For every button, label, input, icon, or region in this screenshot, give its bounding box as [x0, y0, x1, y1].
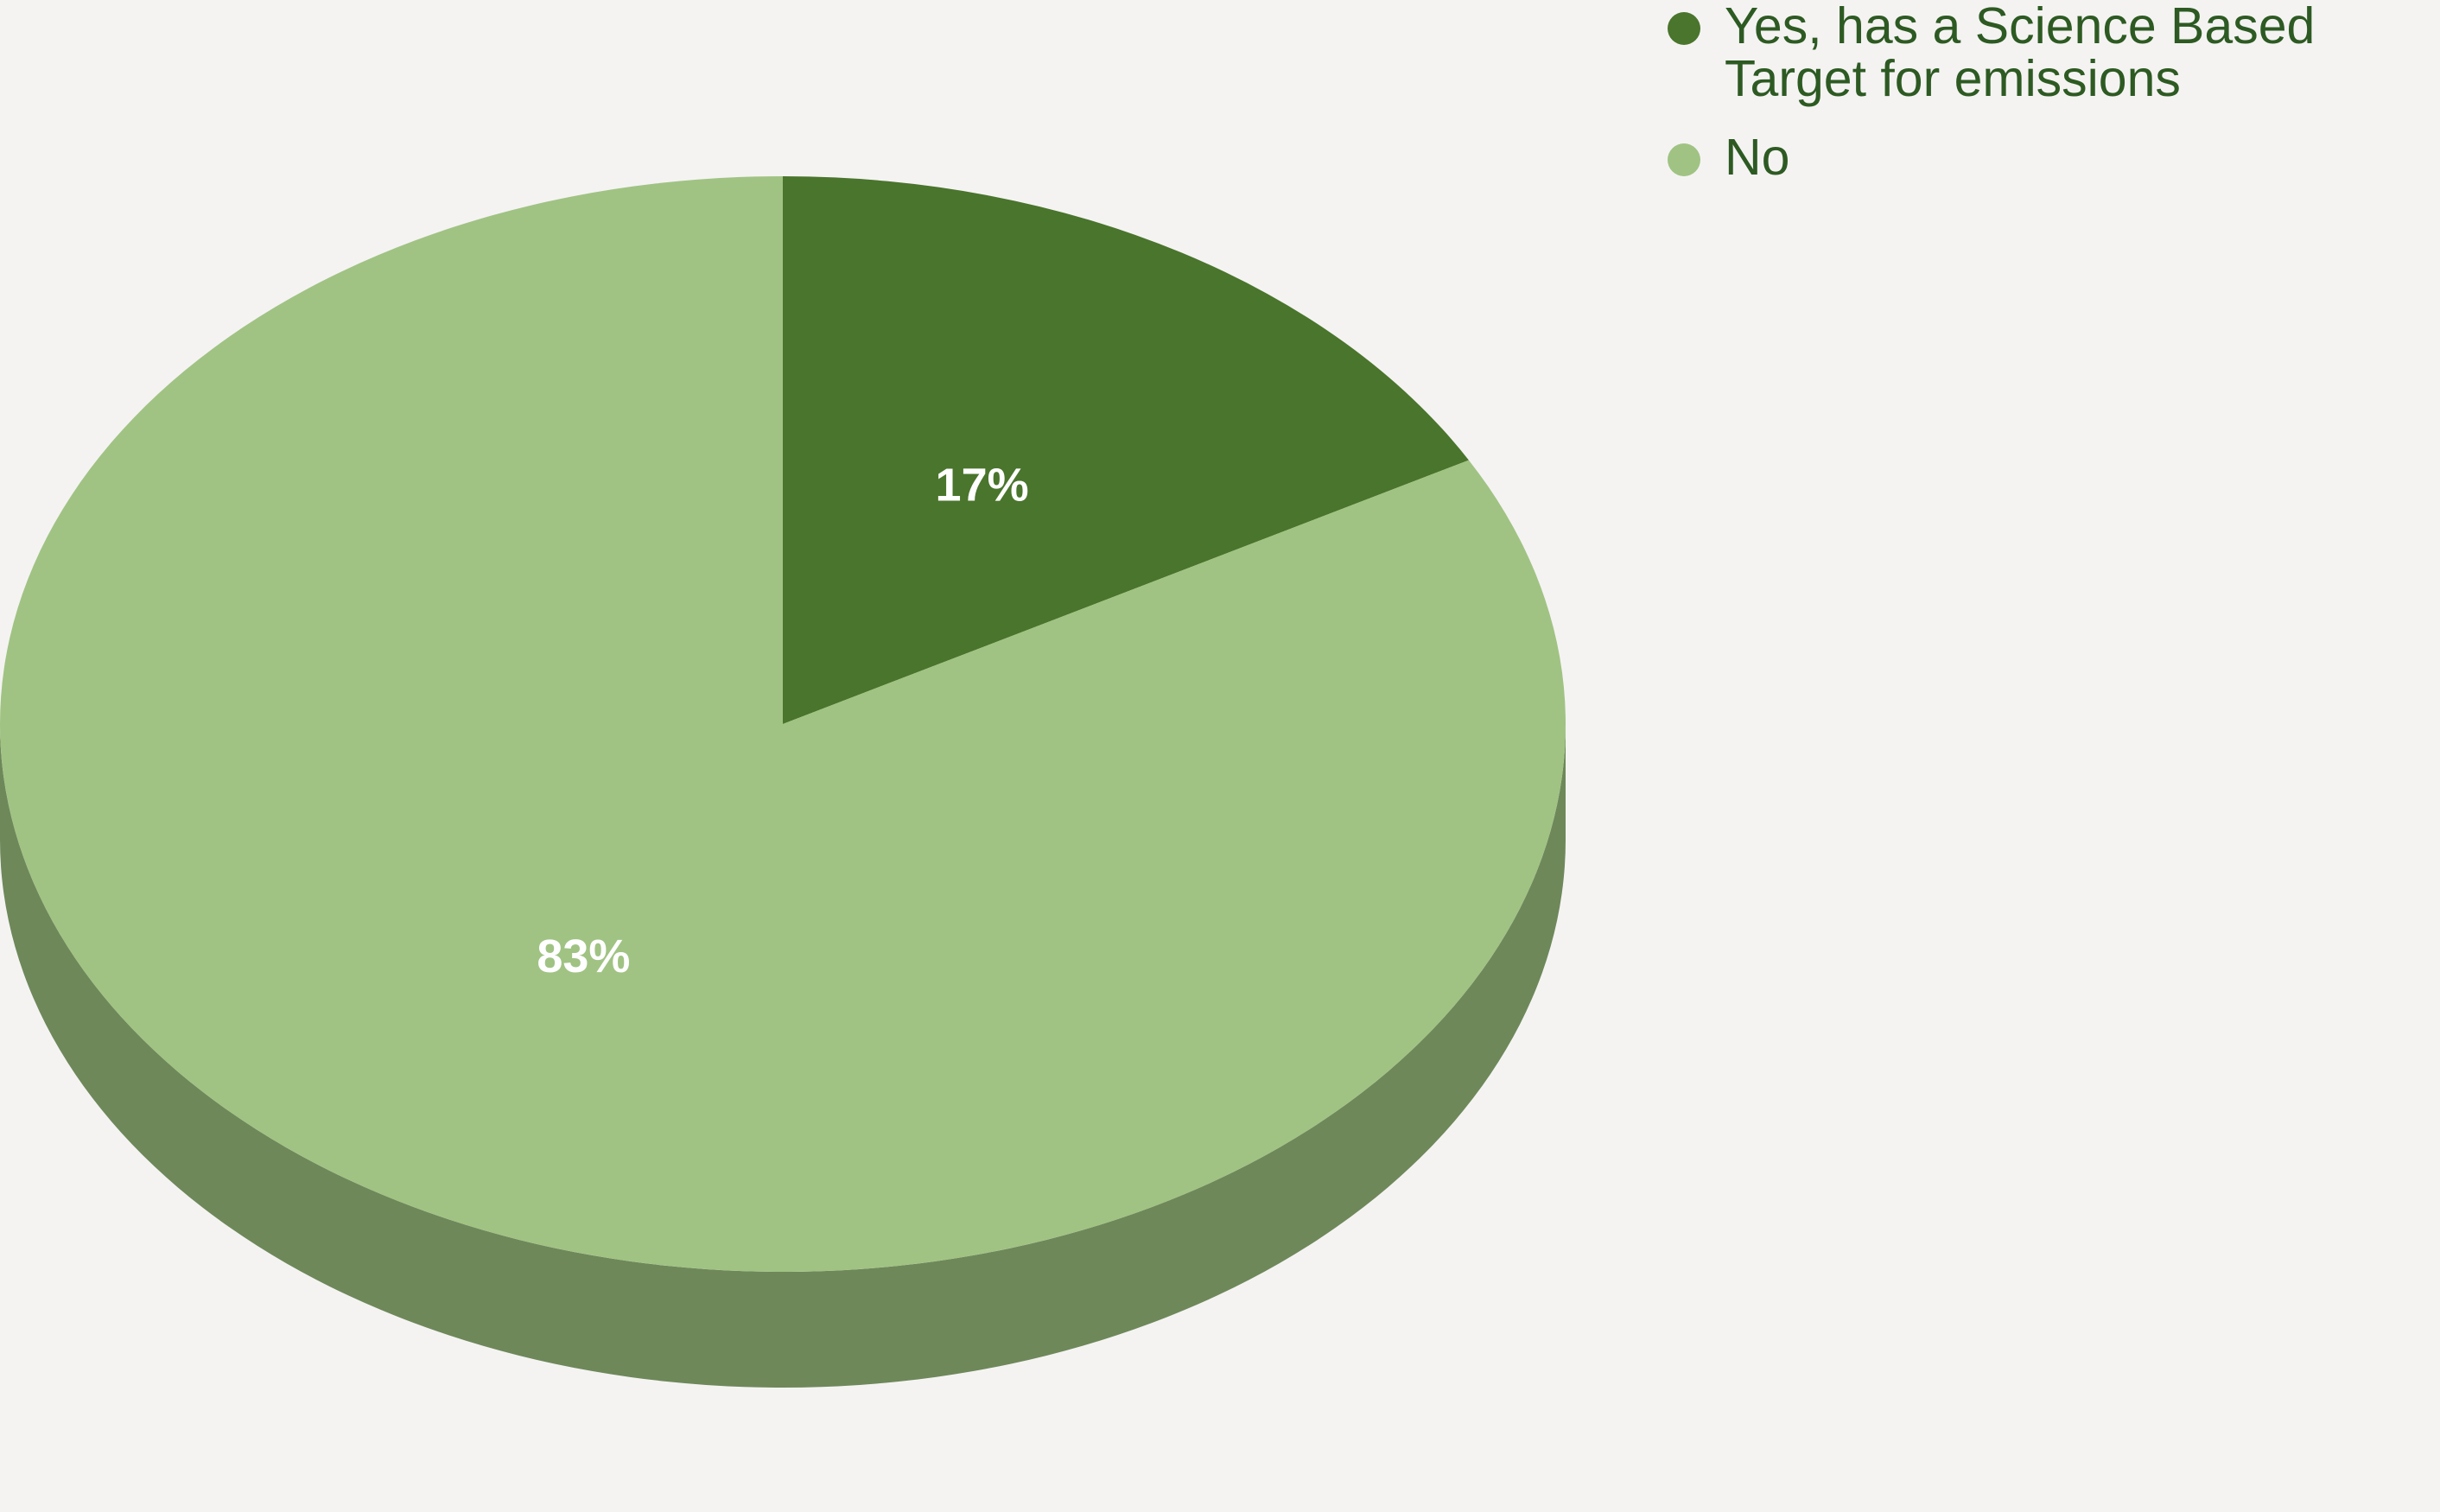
- legend: Yes, has a Science Based Target for emis…: [1668, 0, 2428, 210]
- slice-label-no: 83%: [537, 931, 630, 982]
- pie-side: [0, 724, 1566, 1388]
- legend-label-no: No: [1725, 129, 1790, 186]
- legend-label-yes: Yes, has a Science Based Target for emis…: [1725, 0, 2316, 107]
- legend-item-no: No: [1668, 131, 2428, 184]
- pie-slice-yes: [783, 176, 1469, 724]
- pie-slice-no: [0, 176, 1566, 1272]
- legend-item-yes: Yes, has a Science Based Target for emis…: [1668, 0, 2428, 105]
- pie-chart-svg: 17% 83%: [0, 176, 1566, 1388]
- legend-marker-yes: [1668, 12, 1700, 45]
- legend-marker-no: [1668, 143, 1700, 176]
- slice-label-yes: 17%: [936, 459, 1029, 511]
